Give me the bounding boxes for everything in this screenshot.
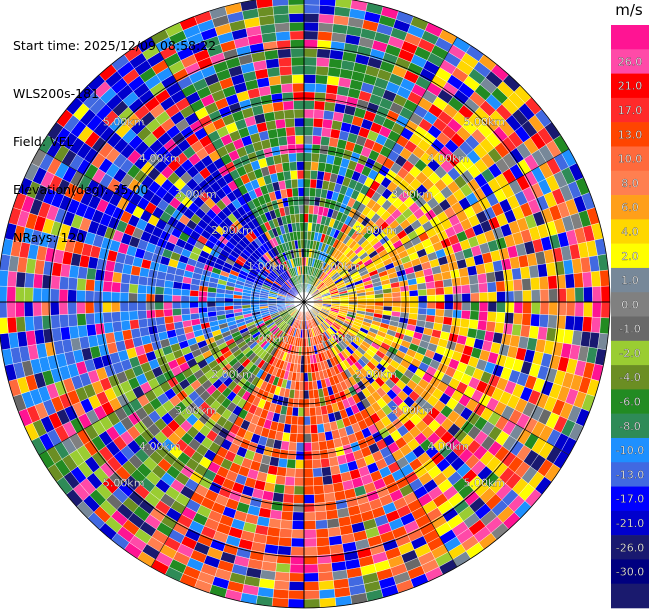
colorbar-tick-label: -13.0: [616, 468, 644, 481]
colorbar-tick-label: 8.0: [621, 177, 639, 190]
colorbar-tick-label: -2.0: [619, 347, 640, 360]
colorbar-tick-label: -30.0: [616, 566, 644, 579]
velocity-gate: [319, 0, 336, 7]
colorbar-tick-label: -1.0: [619, 323, 640, 336]
colorbar-tick-label: -26.0: [616, 541, 644, 554]
colorbar-tick-label: 17.0: [618, 104, 643, 117]
velocity-gate: [334, 0, 353, 9]
colorbar-tick-label: -21.0: [616, 517, 644, 530]
colorbar-tick-label: -4.0: [619, 371, 640, 384]
colorbar-tick-label: 4.0: [621, 225, 639, 238]
colorbar-tick-label: 10.0: [618, 153, 643, 166]
colorbar-tick-label: 0.0: [621, 298, 639, 311]
colorbar-cell: [611, 25, 649, 50]
colorbar-tick-label: -17.0: [616, 493, 644, 506]
velocity-gates: [0, 0, 611, 609]
colorbar-tick-label: 6.0: [621, 201, 639, 214]
colorbar-tick-label: -10.0: [616, 444, 644, 457]
colorbar-unit-label: m/s: [615, 1, 643, 19]
colorbar-tick-label: -6.0: [619, 396, 640, 409]
colorbar-tick-label: 21.0: [618, 80, 643, 93]
velocity-gate: [303, 0, 321, 6]
colorbar-cell: [611, 583, 649, 609]
colorbar-tick-label: 2.0: [621, 250, 639, 263]
colorbar-tick-label: 13.0: [618, 128, 643, 141]
colorbar-tick-label: -8.0: [619, 420, 640, 433]
colorbar-tick-label: 26.0: [618, 55, 643, 68]
colorbar-tick-label: 1.0: [621, 274, 639, 287]
